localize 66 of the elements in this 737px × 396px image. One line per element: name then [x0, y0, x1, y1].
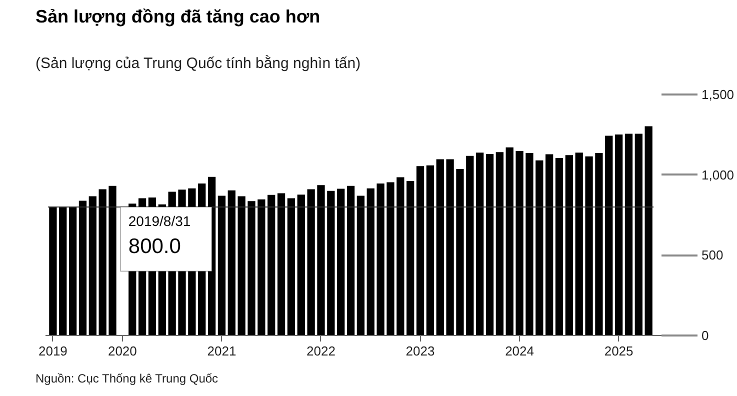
bar: [426, 165, 434, 336]
text: Nguồn: Cục Thống kê Trung Quốc: [36, 372, 218, 386]
bar: [356, 196, 365, 336]
y-tick-label: 500: [702, 248, 724, 263]
x-tick-label: 2019: [38, 344, 68, 358]
bar: [386, 182, 394, 336]
bar: [436, 159, 444, 336]
bar: [228, 190, 236, 336]
bar: [555, 158, 564, 336]
x-tick-label: 2021: [207, 344, 236, 358]
bar: [585, 156, 593, 336]
bar: [486, 154, 494, 336]
bar: [366, 188, 374, 336]
y-tick-label: 1,500: [702, 87, 734, 102]
x-tick-label: 2020: [108, 344, 137, 358]
x-tick-label: 2022: [306, 344, 336, 358]
bar: [277, 193, 286, 336]
bar: [108, 186, 116, 336]
x-tick-label: 2024: [505, 344, 534, 358]
bar: [218, 196, 226, 336]
bar: [317, 185, 325, 336]
x-tick-label: 2023: [406, 344, 435, 358]
bar: [406, 180, 414, 336]
bar: [98, 189, 106, 336]
bar: [68, 206, 77, 336]
bar: [238, 196, 246, 336]
bar: [59, 206, 67, 336]
chart-subtitle: (Sản lượng của Trung Quốc tính bằng nghìn tấn): [36, 54, 361, 72]
bar: [476, 152, 484, 336]
bar: [327, 190, 335, 336]
bar: [614, 134, 623, 336]
bar: [506, 147, 514, 336]
bar: [575, 152, 583, 336]
bar: [307, 189, 315, 336]
bar: [248, 201, 256, 336]
bar: [634, 134, 642, 336]
bar: [78, 200, 87, 336]
bar: [88, 196, 96, 336]
bar: [496, 152, 504, 336]
bar: [595, 152, 603, 336]
chart-title: Sản lượng đồng đã tăng cao hơn: [36, 6, 320, 26]
bar: [376, 184, 384, 336]
bar: [624, 134, 633, 336]
bar: [526, 152, 534, 336]
bar: [337, 188, 345, 336]
bar: [268, 194, 276, 336]
bar: [536, 160, 544, 336]
bar: [258, 199, 266, 336]
bar: [346, 186, 355, 336]
bar: [466, 156, 474, 336]
annotation: 2019/8/31 800.0: [128, 212, 191, 258]
bar: [49, 206, 57, 336]
y-tick-label: 1,000: [702, 167, 734, 182]
bar: [446, 159, 454, 336]
bar: [287, 198, 296, 336]
bar: [396, 177, 404, 336]
x-tick-label: 2025: [604, 344, 634, 358]
bar: [516, 151, 524, 336]
bar: [545, 154, 554, 336]
y-tick-label: 0: [702, 328, 709, 343]
bar: [416, 166, 424, 336]
bar: [644, 126, 652, 336]
bar: [297, 194, 305, 336]
bar: [605, 136, 613, 336]
bar: [456, 169, 464, 336]
bar: [565, 155, 573, 336]
